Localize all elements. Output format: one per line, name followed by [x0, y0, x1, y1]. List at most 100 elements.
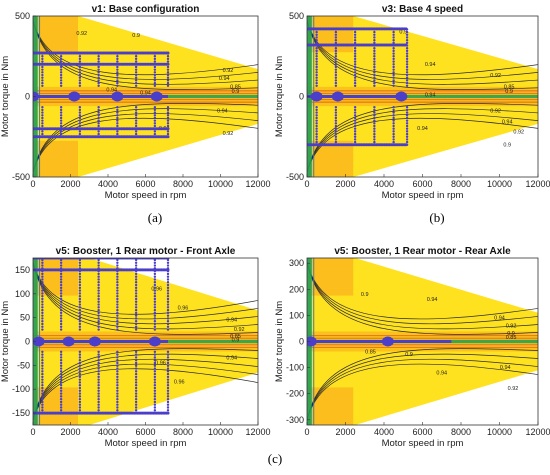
- chart-2-op-col-2-point: [78, 317, 82, 320]
- chart-0-ytick-label-0: -500: [12, 172, 30, 182]
- chart-1-op-col-0-point: [315, 124, 318, 128]
- chart-0-op-col-1-point: [59, 68, 63, 71]
- chart-2-op-col-5-point: [134, 367, 138, 370]
- chart-0-op-col-4-point: [116, 111, 119, 114]
- chart-0-op-col-1-point: [59, 52, 63, 55]
- chart-2-op-col-6-point: [153, 367, 157, 370]
- chart-2-op-col-5-point: [134, 358, 138, 362]
- chart-2-plot-content: 0.96 0.96 0.94 0.920.850.9 0.96 0.94 0.96: [33, 258, 258, 425]
- chart-1-op-col-1-point: [334, 38, 338, 42]
- chart-1-op-col-0-point: [315, 130, 318, 133]
- chart-2-op-col-4-point: [116, 303, 119, 306]
- chart-2-op-col-5-point: [134, 281, 138, 284]
- chart-2-op-col-1-point: [59, 303, 63, 306]
- chart-1-ytick-label-2: 500: [289, 11, 304, 21]
- chart-3-ytick-label-3: 0: [299, 337, 304, 347]
- chart-1-contour-label-3: 0.85: [504, 84, 515, 90]
- chart-2-op-col-5-point: [134, 381, 138, 384]
- chart-2-op-col-5-point: [134, 403, 138, 406]
- chart-3-contour-0-pos: [307, 262, 538, 335]
- chart-2-contour-label-1: 0.96: [178, 306, 189, 312]
- chart-1-op-col-5-point: [405, 140, 409, 144]
- chart-2-op-col-3-point: [97, 375, 100, 379]
- chart-1-op-col-4-point: [392, 52, 395, 55]
- chart-0-op-col-0-point: [41, 119, 44, 122]
- chart-0-op-col-4-point: [116, 106, 119, 109]
- chart-2-op-col-4-point: [116, 300, 119, 303]
- chart-2-op-col-6-point: [153, 275, 157, 278]
- chart-0-xtick-label-2: 4000: [98, 179, 118, 189]
- chart-1-op-col-2-point: [353, 143, 357, 146]
- chart-1-op-col-1-point: [334, 55, 338, 58]
- chart-1-op-col-1: [334, 28, 338, 146]
- chart-1-contour-label-8: 0.92: [513, 129, 524, 135]
- chart-0-op-col-0-point: [41, 124, 44, 128]
- chart-0-op-col-2-point: [78, 81, 82, 85]
- chart-0-op-col-3-point: [97, 127, 100, 130]
- chart-1-op-col-4-point: [392, 55, 395, 58]
- chart-2-op-col-1-point: [59, 350, 63, 354]
- chart-0-op-col-5-point: [134, 84, 138, 87]
- chart-1-op-col-5-point: [405, 108, 409, 112]
- chart-1-op-col-5: [405, 28, 409, 146]
- chart-2-op-col-4-point: [116, 411, 119, 415]
- chart-1-op-col-2-point: [353, 127, 357, 130]
- panel-a: 0.920.90.940.920.850.90.940.940.940.920.…: [0, 4, 271, 201]
- chart-0-op-col-2-point: [78, 57, 82, 61]
- chart-0-op-col-2-point: [78, 65, 82, 69]
- chart-2-op-col-7-point: [166, 386, 170, 390]
- chart-2-op-col-5: [134, 258, 138, 415]
- chart-1-op-col-3-point: [373, 84, 376, 87]
- chart-0-op-col-1-point: [59, 57, 63, 61]
- chart-2-op-col-3-point: [97, 367, 100, 370]
- chart-0-op-col-5-point: [134, 132, 138, 136]
- chart-0-op-col-6-point: [153, 81, 157, 85]
- chart-0-contour-label-10: 0.94: [217, 108, 228, 114]
- chart-0-op-col-1-point: [59, 81, 63, 85]
- chart-1-op-col-3-point: [373, 106, 376, 109]
- chart-2-contour-label-7: 0.94: [226, 356, 237, 362]
- chart-0-op-col-1-point: [59, 84, 63, 87]
- chart-1-op-col-5-point: [405, 41, 409, 45]
- chart-2-op-col-5-point: [134, 289, 138, 292]
- chart-2-op-col-6-point: [153, 400, 157, 404]
- chart-2-op-col-6-point: [153, 308, 157, 312]
- chart-2-op-col-5-point: [134, 275, 138, 278]
- chart-3-contour-label-2: 0.94: [494, 315, 505, 321]
- chart-2-op-col-7-point: [166, 367, 170, 370]
- chart-0-op-col-4-point: [116, 116, 119, 120]
- chart-1-contour-label-5: 0.94: [425, 92, 436, 98]
- chart-2-op-col-6-point: [153, 397, 157, 401]
- chart-0-op-col-1: [59, 52, 63, 138]
- chart-1-op-col-5-point: [405, 65, 409, 69]
- chart-0-op-col-7-point: [166, 55, 170, 58]
- chart-2-op-col-6-point: [153, 392, 157, 395]
- chart-2-op-col-7-point: [166, 370, 170, 373]
- chart-2-op-col-4-point: [116, 364, 119, 367]
- chart-2-op-col-4-point: [116, 281, 119, 284]
- chart-1-op-col-3-point: [373, 36, 376, 39]
- chart-1-contour-label-4: 0.9: [505, 89, 513, 95]
- chart-2-op-col-1-point: [59, 328, 63, 331]
- chart-0-op-col-2-point: [78, 73, 82, 77]
- chart-2-op-col-2-point: [78, 278, 82, 281]
- chart-2-op-col-6-point: [153, 389, 157, 393]
- chart-0-op-col-5-point: [134, 63, 138, 66]
- chart-0-op-col-6-point: [153, 116, 157, 120]
- chart-0-op-col-2-point: [78, 76, 82, 79]
- panel-label-b: (b): [429, 210, 444, 225]
- chart-2-op-col-3-point: [97, 320, 100, 323]
- chart-1-op-col-2-point: [353, 132, 357, 136]
- chart-2-op-col-4-point: [116, 384, 119, 387]
- chart-2-op-col-2-point: [78, 395, 82, 398]
- chart-0-op-col-2-point: [78, 106, 82, 109]
- chart-0-op-col-7-point: [166, 79, 170, 82]
- chart-0-op-col-0-point: [41, 127, 44, 130]
- chart-1-op-col-2-point: [353, 108, 357, 112]
- chart-2-op-col-0-point: [41, 311, 44, 315]
- chart-3-xtick-label-6: 12000: [525, 427, 550, 437]
- chart-2-op-col-6-point: [153, 353, 157, 356]
- chart-2-op-col-6-point: [153, 350, 157, 354]
- chart-2-op-col-7-point: [166, 294, 170, 298]
- chart-1-op-col-2-point: [353, 124, 357, 128]
